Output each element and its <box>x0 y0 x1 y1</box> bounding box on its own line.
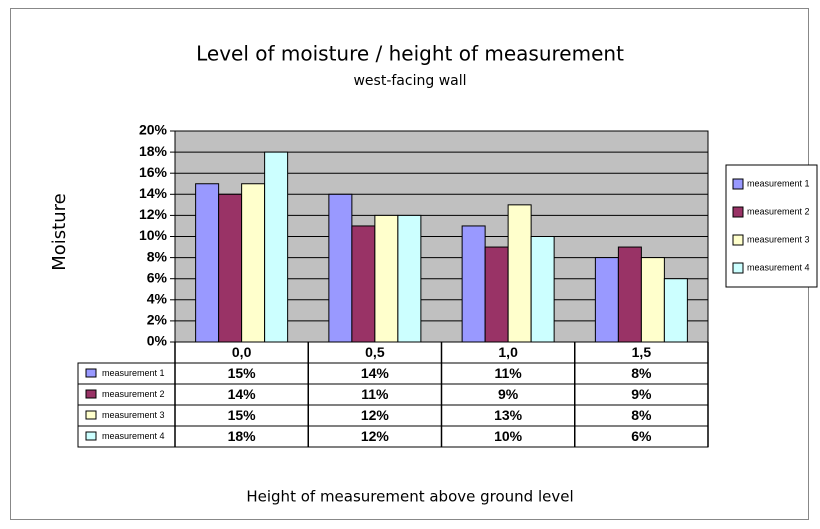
legend-swatch <box>732 234 744 246</box>
y-tick-label: 18% <box>139 143 168 159</box>
y-tick-label: 4% <box>147 291 168 307</box>
data-label: 9% <box>631 386 652 402</box>
chart-subtitle: west-facing wall <box>353 73 466 89</box>
legend-swatch <box>732 262 744 274</box>
bar <box>374 214 399 343</box>
x-tick-label: 0,0 <box>232 344 252 360</box>
x-tick-label: 0,5 <box>365 344 385 360</box>
x-tick-label: 1,0 <box>498 344 518 360</box>
data-label: 6% <box>631 428 652 444</box>
table-row-label: measurement 1 <box>102 368 165 378</box>
data-label: 9% <box>498 386 519 402</box>
data-label: 10% <box>494 428 523 444</box>
bar <box>264 151 289 343</box>
table-swatch <box>85 389 97 399</box>
table-swatch <box>85 368 97 378</box>
y-tick-label: 8% <box>147 248 168 264</box>
legend-label: measurement 2 <box>747 206 810 216</box>
legend-label: measurement 1 <box>747 178 810 188</box>
data-label: 15% <box>228 365 257 381</box>
legend-swatch <box>732 178 744 190</box>
y-tick-label: 6% <box>147 269 168 285</box>
data-label: 12% <box>361 428 390 444</box>
table-swatch <box>85 410 97 420</box>
table-swatch <box>85 431 97 441</box>
data-label: 12% <box>361 407 390 423</box>
bar <box>241 183 266 343</box>
legend-swatch <box>732 206 744 218</box>
bar <box>351 225 376 343</box>
legend-label: measurement 3 <box>747 234 810 244</box>
legend-label: measurement 4 <box>747 262 810 272</box>
chart-title: Level of moisture / height of measuremen… <box>196 42 624 66</box>
data-label: 15% <box>228 407 257 423</box>
data-label: 13% <box>494 407 523 423</box>
y-tick-label: 12% <box>139 206 168 222</box>
y-tick-label: 2% <box>147 312 168 328</box>
bar <box>530 236 555 343</box>
y-tick-label: 0% <box>147 333 168 349</box>
x-tick-label: 1,5 <box>632 344 652 360</box>
bar <box>663 278 688 343</box>
data-label: 18% <box>228 428 257 444</box>
data-label: 11% <box>361 386 389 402</box>
y-axis-label: Moisture <box>49 193 70 270</box>
data-label: 14% <box>361 365 390 381</box>
y-tick-label: 20% <box>139 122 168 138</box>
bar <box>195 183 220 343</box>
bar <box>218 193 243 343</box>
bar <box>328 193 353 343</box>
table-row-label: measurement 4 <box>102 431 165 441</box>
y-tick-label: 10% <box>139 227 168 243</box>
table-row-label: measurement 3 <box>102 410 165 420</box>
y-tick-label: 14% <box>139 185 168 201</box>
bar <box>484 246 509 343</box>
bar <box>397 214 422 343</box>
bar <box>507 204 532 343</box>
data-label: 11% <box>495 365 523 381</box>
bar <box>461 225 486 343</box>
data-label: 8% <box>631 407 652 423</box>
y-tick-label: 16% <box>139 164 168 180</box>
bar <box>617 246 642 343</box>
bar <box>640 257 665 343</box>
bar <box>594 257 619 343</box>
data-label: 14% <box>228 386 257 402</box>
data-label: 8% <box>631 365 652 381</box>
x-axis-label: Height of measurement above ground level <box>246 488 573 506</box>
table-row-label: measurement 2 <box>102 389 165 399</box>
